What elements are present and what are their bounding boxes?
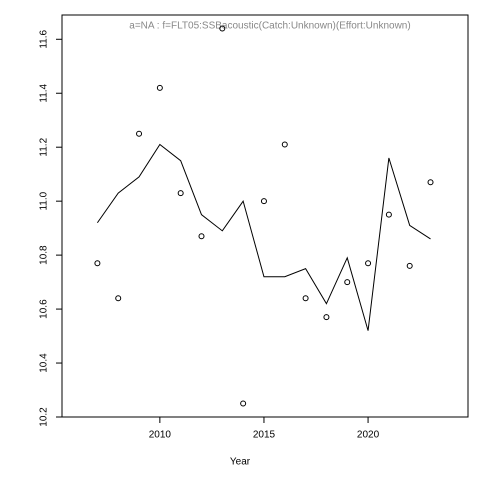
observed-point bbox=[365, 260, 372, 267]
y-tick-label: 10.8 bbox=[39, 245, 50, 265]
observed-point bbox=[198, 233, 205, 240]
observed-point bbox=[115, 295, 122, 302]
x-tick-label: 2010 bbox=[149, 430, 172, 441]
y-tick-label: 10.2 bbox=[39, 407, 50, 427]
x-tick-label: 2015 bbox=[253, 430, 276, 441]
observed-point bbox=[219, 25, 226, 32]
observed-point bbox=[323, 314, 330, 321]
x-tick-label: 2020 bbox=[357, 430, 380, 441]
observed-point bbox=[260, 198, 267, 205]
observed-point bbox=[344, 279, 351, 286]
observed-point bbox=[94, 260, 101, 267]
observed-point bbox=[281, 141, 288, 148]
observed-point bbox=[156, 84, 163, 91]
observed-point bbox=[302, 295, 309, 302]
y-tick-label: 11.4 bbox=[39, 83, 50, 102]
observed-point bbox=[406, 262, 413, 269]
chart-title: a=NA : f=FLT05:SSBacoustic(Catch:Unknown… bbox=[129, 21, 410, 32]
plot-frame bbox=[61, 14, 469, 418]
y-tick-label: 10.6 bbox=[39, 299, 50, 319]
observed-point bbox=[177, 190, 184, 197]
y-tick-label: 11.0 bbox=[39, 191, 50, 210]
expected-line bbox=[96, 143, 431, 331]
observed-point bbox=[427, 179, 434, 186]
y-tick-label: 10.4 bbox=[39, 353, 50, 373]
x-axis-label: Year bbox=[230, 457, 251, 468]
observed-point bbox=[385, 211, 392, 218]
observed-point bbox=[136, 130, 143, 137]
y-tick-label: 11.2 bbox=[39, 137, 50, 156]
observed-point bbox=[240, 400, 247, 407]
y-tick-label: 11.6 bbox=[39, 29, 50, 48]
